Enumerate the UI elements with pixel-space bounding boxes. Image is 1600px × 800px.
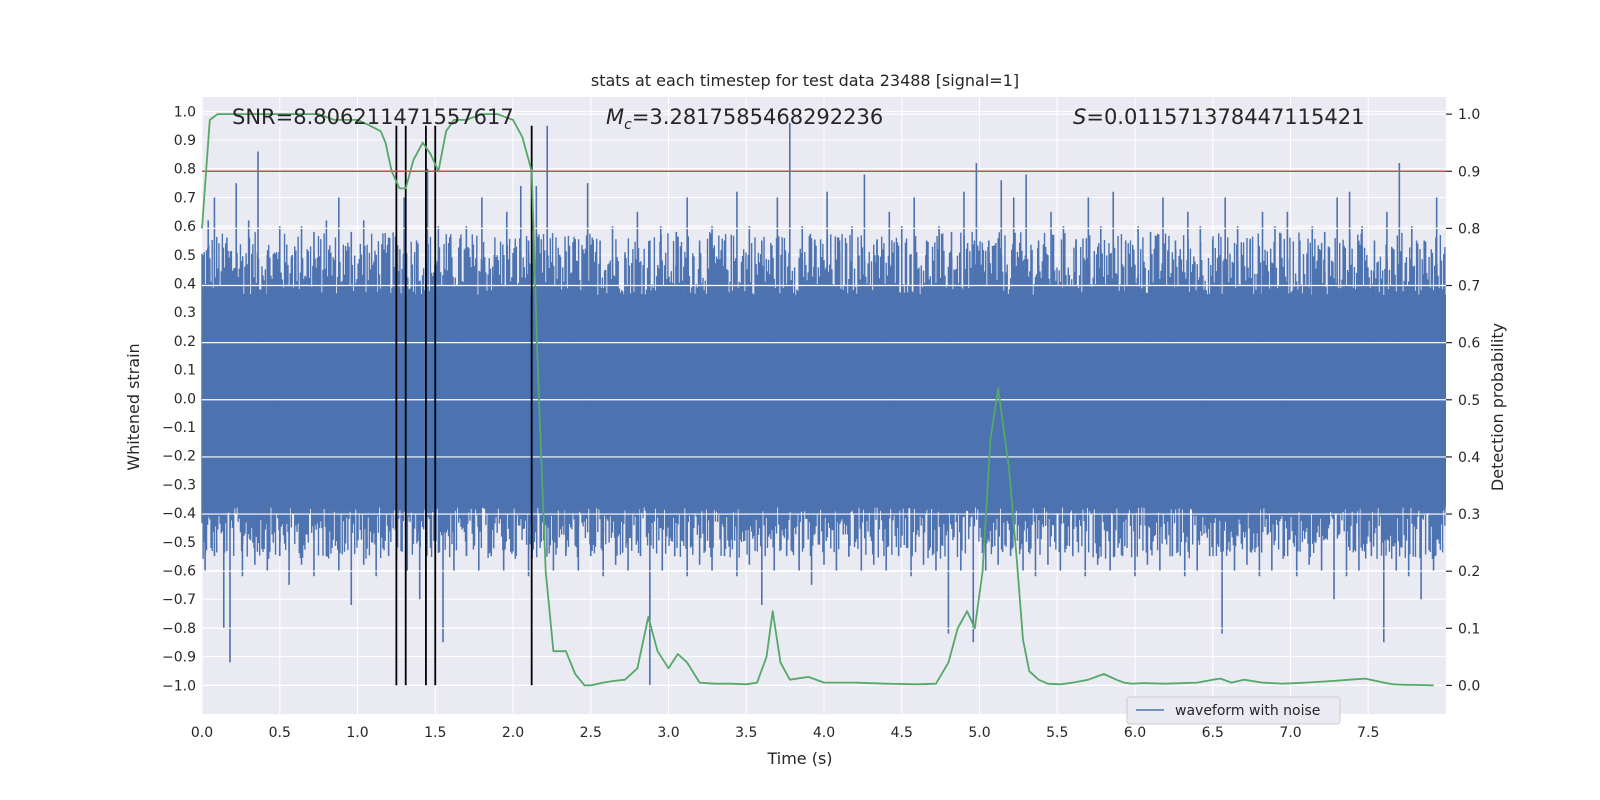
x-tick-label: 4.0 [813,725,835,741]
y-axis-label: Whitened strain [124,343,143,470]
y2-tick-label: 0.2 [1458,564,1480,580]
y-tick-label: 0.5 [174,248,196,264]
legend-box [1126,696,1341,725]
y-tick-label: −0.9 [162,650,196,666]
y-tick-label: 0.6 [174,219,196,235]
y-tick-label: −1.0 [162,678,196,694]
y2-tick-label: 0.9 [1458,164,1480,180]
y-tick-label: −0.1 [162,420,196,436]
y-tick-label: 0.4 [174,277,196,293]
y-tick-label: 0.3 [174,305,196,321]
detection-probability-series [201,113,1434,687]
x-tick-label: 6.0 [1124,725,1146,741]
x-tick-label: 3.0 [657,725,679,741]
chirp-mass-subscript: c [624,117,632,133]
y-tick-label: 0.2 [174,334,196,350]
y2-tick-label: 0.3 [1458,507,1480,523]
y2-tick-label: 0.5 [1458,393,1480,409]
chart-title: stats at each timestep for test data 234… [591,71,1019,90]
y2-axis-label: Detection probability [1488,323,1507,491]
legend-label: waveform with noise [1175,703,1320,719]
x-tick-label: 7.0 [1279,725,1301,741]
y-tick-label: 0.0 [174,391,196,407]
y-tick-label: 0.7 [174,190,196,206]
y-tick-label: −0.6 [162,564,196,580]
y-tick-label: 0.9 [174,133,196,149]
y-tick-label: −0.7 [162,592,196,608]
y2-tick-label: 0.7 [1458,279,1480,295]
y2-axis-ticks: 1.0 0.9 0.8 0.7 0.6 0.5 0.4 0.3 0.2 0.1 0.0 [1446,107,1480,694]
chirp-mass-annotation: Mc=3.2817585468292236 [606,105,883,133]
y2-tick-label: 1.0 [1458,107,1480,123]
y-tick-label: −0.2 [162,449,196,465]
legend: waveform with noise [1126,696,1341,725]
x-axis-ticks: 0.0 0.5 1.0 1.5 2.0 2.5 3.0 3.5 4.0 4.5 5.0 5.5 6.0 6… [191,725,1380,741]
y2-tick-label: 0.6 [1458,336,1480,352]
detection-probability-line [201,113,1434,687]
s-symbol: S [1073,105,1086,129]
chirp-mass-symbol: M [606,105,624,129]
y-tick-label: −0.8 [162,621,196,637]
s-value: =0.011571378447115421 [1086,105,1364,129]
y-tick-label: −0.3 [162,477,196,493]
x-tick-label: 1.5 [424,725,446,741]
x-tick-label: 3.5 [735,725,757,741]
x-axis-label: Time (s) [766,749,832,768]
y-axis-ticks: 1.0 0.9 0.8 0.7 0.6 0.5 0.4 0.3 0.2 0.1 0.0 −0.1 −0.… [162,104,196,694]
x-tick-label: 5.5 [1046,725,1068,741]
y-tick-label: −0.4 [162,506,196,522]
x-tick-label: 5.0 [968,725,990,741]
x-tick-label: 6.5 [1202,725,1224,741]
y-tick-label: 1.0 [174,104,196,120]
x-tick-label: 2.0 [502,725,524,741]
x-tick-label: 4.5 [891,725,913,741]
x-tick-label: 0.0 [191,725,213,741]
vertical-markers [395,125,533,686]
x-tick-label: 2.5 [580,725,602,741]
x-tick-label: 0.5 [269,725,291,741]
y2-tick-label: 0.4 [1458,450,1480,466]
y-tick-label: −0.5 [162,535,196,551]
y-tick-label: 0.8 [174,162,196,178]
x-tick-label: 1.0 [346,725,368,741]
chirp-mass-value: =3.2817585468292236 [632,105,883,129]
y2-tick-label: 0.8 [1458,221,1480,237]
snr-annotation: SNR=8.806211471557617 [232,105,514,129]
y2-tick-label: 0.0 [1458,678,1480,694]
s-value-annotation: S=0.011571378447115421 [1073,105,1364,129]
y-tick-label: 0.1 [174,363,196,379]
x-tick-label: 7.5 [1357,725,1379,741]
y2-tick-label: 0.1 [1458,621,1480,637]
